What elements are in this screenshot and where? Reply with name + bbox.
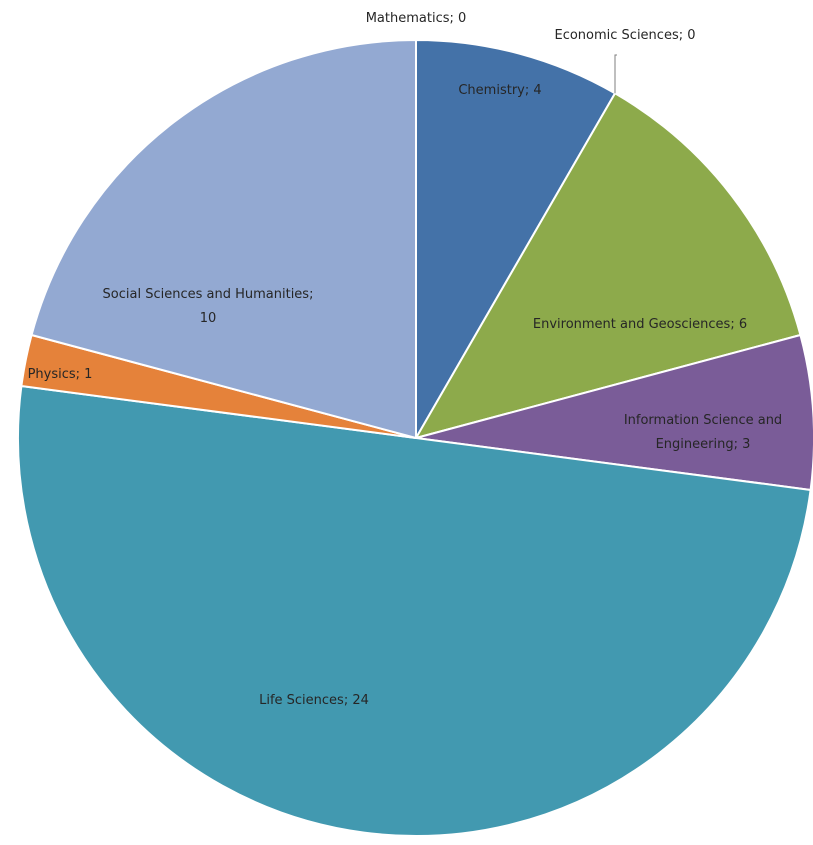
slice-labels: Mathematics; 0 Chemistry; 4 Economic Scien… bbox=[28, 11, 783, 708]
slice-label-physics: Physics; 1 bbox=[28, 367, 93, 382]
slice-label-economic-sciences: Economic Sciences; 0 bbox=[554, 28, 695, 43]
slice-chemistry bbox=[415, 39, 616, 439]
leader-line-economic-sciences bbox=[614, 54, 617, 94]
pie-slices bbox=[17, 39, 813, 837]
slice-label-mathematics: Mathematics; 0 bbox=[366, 11, 467, 26]
slice-label-chemistry: Chemistry; 4 bbox=[458, 83, 541, 98]
slice-label-information-science-and-engineering: Information Science and Engineering; 3 bbox=[624, 413, 782, 452]
slice-environment-and-geosciences bbox=[415, 92, 802, 439]
slice-label-life-sciences: Life Sciences; 24 bbox=[259, 693, 369, 708]
slice-label-environment-and-geosciences: Environment and Geosciences; 6 bbox=[533, 317, 747, 332]
slice-label-social-sciences-and-humanities: Social Sciences and Humanities; 10 bbox=[103, 287, 314, 326]
leader-lines bbox=[614, 54, 617, 94]
slice-life-sciences bbox=[17, 385, 812, 837]
slice-information-science-and-engineering bbox=[415, 333, 813, 491]
slice-social-sciences-and-humanities bbox=[30, 39, 417, 439]
